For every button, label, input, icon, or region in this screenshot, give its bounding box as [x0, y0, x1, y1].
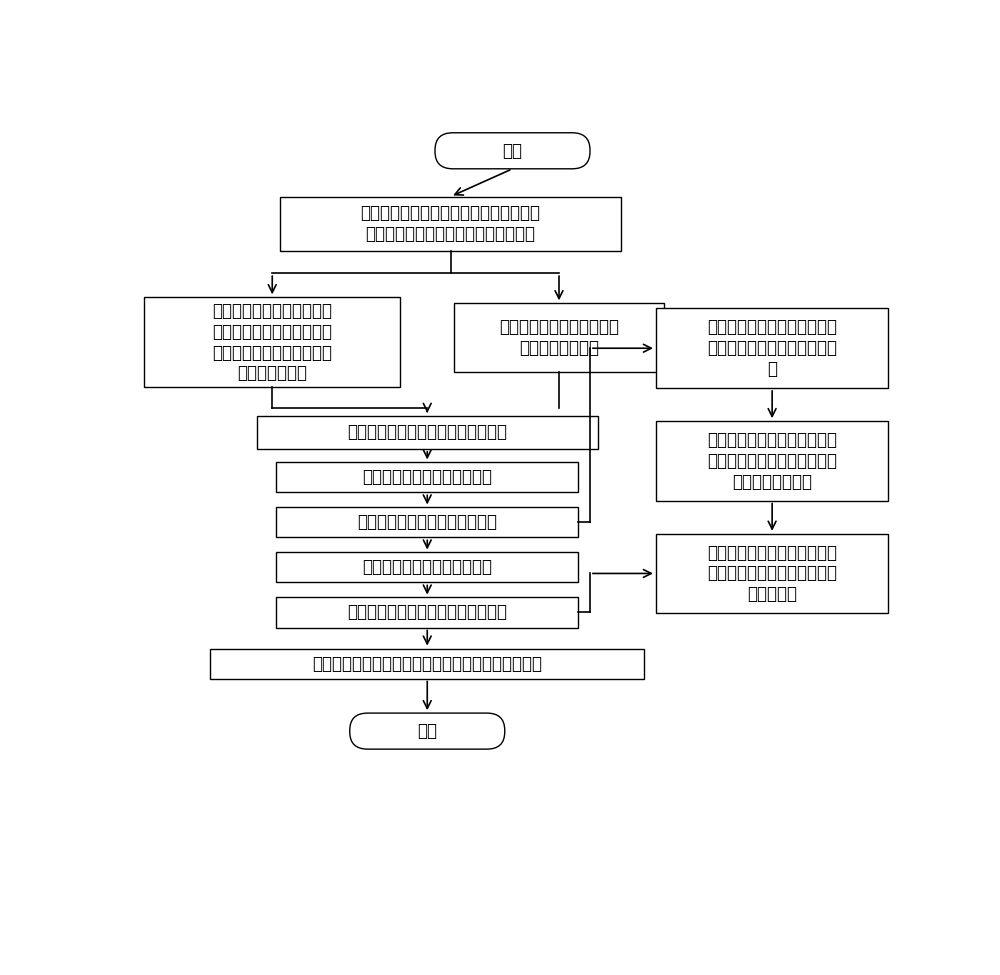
Bar: [280, 197, 621, 251]
Text: 输入储能变流器能效转换曲线: 输入储能变流器能效转换曲线: [362, 559, 492, 576]
Text: 计算每个变流器组合的总的能量损失: 计算每个变流器组合的总的能量损失: [347, 604, 507, 621]
Text: 计算每个统计时刻的负荷与
光伏出力的净功率: 计算每个统计时刻的负荷与 光伏出力的净功率: [499, 318, 619, 357]
Text: 设定所需储能变流器总功率值: 设定所需储能变流器总功率值: [362, 468, 492, 487]
Bar: [276, 507, 578, 537]
Text: 开始: 开始: [503, 141, 522, 160]
Text: 采用智能算法为每组储能变流
器组合在各个统计时刻分配功
率: 采用智能算法为每组储能变流 器组合在各个统计时刻分配功 率: [707, 319, 837, 378]
Bar: [454, 303, 664, 372]
Text: 使得在每个统计时刻，该变流
器组合在储能系统充放电时的
能量转换损失最小: 使得在每个统计时刻，该变流 器组合在储能系统充放电时的 能量转换损失最小: [707, 431, 837, 490]
Text: 最终实现在整个统计时长内，
该储能变流器组合总的能量转
换损失最小: 最终实现在整个统计时长内， 该储能变流器组合总的能量转 换损失最小: [707, 544, 837, 604]
FancyBboxPatch shape: [350, 713, 505, 749]
Bar: [656, 421, 888, 500]
Text: 结束: 结束: [417, 722, 437, 740]
Bar: [276, 598, 578, 628]
Text: 筛选符合要求的储能变流器组合: 筛选符合要求的储能变流器组合: [357, 514, 497, 531]
Bar: [276, 462, 578, 492]
Text: 输入光伏微电网基础数据：负荷数据、光
伏数据和储能电池容量及电池性能参数: 输入光伏微电网基础数据：负荷数据、光 伏数据和储能电池容量及电池性能参数: [360, 204, 540, 243]
Bar: [144, 297, 400, 387]
Bar: [276, 553, 578, 582]
Bar: [257, 415, 598, 448]
Bar: [656, 533, 888, 613]
Text: 综合分析典型日负荷与光伏
出力匹配情况，结合电价参
数制定适合该光伏微电网的
储能充放电策略: 综合分析典型日负荷与光伏 出力匹配情况，结合电价参 数制定适合该光伏微电网的 储…: [212, 302, 332, 382]
Bar: [210, 648, 644, 679]
Bar: [656, 308, 888, 388]
Text: 筛选与储能系统充放电相关的净功率: 筛选与储能系统充放电相关的净功率: [347, 423, 507, 442]
FancyBboxPatch shape: [435, 133, 590, 169]
Text: 选取整个统计时长内能量损失最少的储能变流器组合: 选取整个统计时长内能量损失最少的储能变流器组合: [312, 654, 542, 673]
